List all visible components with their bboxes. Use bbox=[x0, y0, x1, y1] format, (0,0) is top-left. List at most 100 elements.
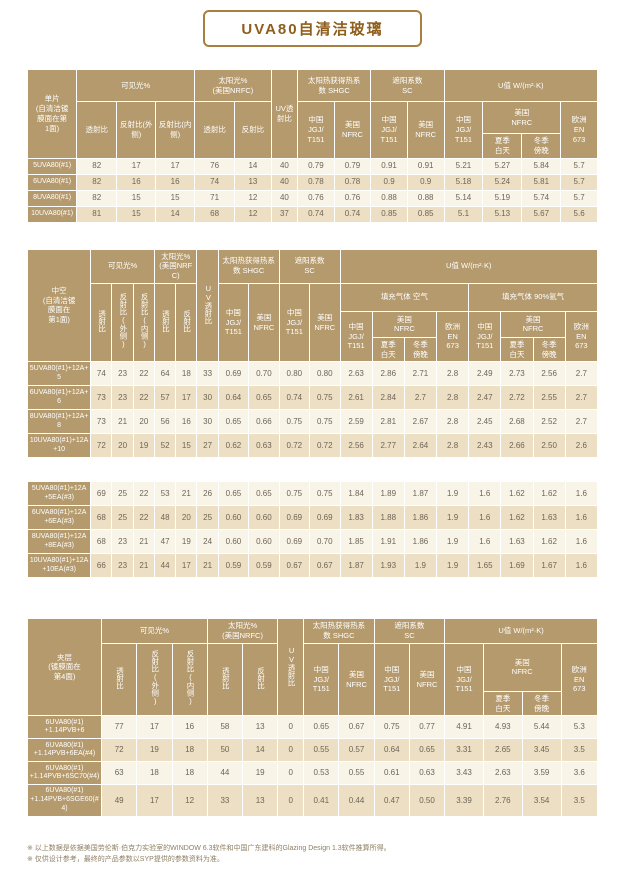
data-cell: 0.79 bbox=[297, 157, 335, 175]
table-body: 6UVA80(#1) +1.14PVB+6 77 17 16 58 13 0 0.65 0.67… bbox=[26, 715, 598, 817]
column-group-header: 太阳光% (美国NRFC) bbox=[206, 618, 279, 644]
data-cell: 13 bbox=[234, 173, 272, 191]
data-cell: 2.47 bbox=[468, 385, 502, 411]
data-cell: 13 bbox=[242, 715, 279, 740]
data-cell: 0.75 bbox=[278, 409, 311, 435]
data-cell: 15 bbox=[116, 189, 157, 207]
data-cell: 17 bbox=[136, 715, 173, 740]
data-cell: 0.91 bbox=[370, 157, 408, 175]
column-group-header: 遮阳系数 SC bbox=[370, 69, 445, 102]
data-cell: 12 bbox=[234, 189, 272, 207]
data-cell: 0.50 bbox=[408, 784, 446, 817]
data-cell: 2.56 bbox=[339, 433, 373, 459]
data-cell: 1.84 bbox=[339, 481, 373, 507]
data-cell: 15 bbox=[175, 433, 198, 459]
data-cell: 0.74 bbox=[333, 205, 372, 223]
data-cell: 3.6 bbox=[560, 761, 598, 786]
table-row: 6UVA80(#1) +1.14PVB+6 77 17 16 58 13 0 0.65 0.67… bbox=[26, 715, 598, 740]
data-cell: 3.31 bbox=[444, 738, 484, 763]
data-cell: 72 bbox=[90, 433, 113, 459]
column-header: 中国 JGJ/ T151 bbox=[217, 282, 250, 363]
data-cell: 30 bbox=[196, 385, 219, 411]
row-label: 5UVA80(#1)+12A +5EA(#3) bbox=[26, 481, 92, 507]
data-cell: 52 bbox=[153, 433, 177, 459]
data-cell: 5.3 bbox=[560, 715, 598, 740]
data-cell: 1.89 bbox=[371, 481, 405, 507]
data-cell: 21 bbox=[196, 553, 219, 579]
data-cell: 82 bbox=[76, 173, 118, 191]
data-cell: 68 bbox=[194, 205, 236, 223]
table-row: 10UVA80(#1)+12A +10EA(#3) 66 23 21 44 17 21 0.5… bbox=[26, 553, 599, 579]
data-cell: 2.6 bbox=[564, 433, 599, 459]
table-body-group-a: 5UVA80(#1)+12A+5 74 23 22 64 18 33 0.69 0.70 0.80… bbox=[26, 361, 599, 459]
data-cell: 0.60 bbox=[248, 505, 280, 531]
table-header: 夹层 (镀膜面在 第4面) 可见光% 太阳光% (美国NRFC) UV透射比 太… bbox=[26, 618, 598, 717]
data-cell: 77 bbox=[101, 715, 138, 740]
table-row: 6UVA80(#1)+12A +6EA(#3) 68 25 22 48 20 25 0.60 0… bbox=[26, 505, 599, 531]
data-cell: 0.69 bbox=[309, 505, 341, 531]
data-cell: 1.62 bbox=[532, 481, 566, 507]
data-cell: 1.6 bbox=[564, 553, 599, 579]
data-cell: 3.5 bbox=[560, 784, 598, 817]
data-cell: 0.67 bbox=[278, 553, 311, 579]
refl-in-label: 反射比(内侧) bbox=[185, 650, 195, 706]
column-header: 美国 NFRC bbox=[406, 101, 445, 159]
table-row: 6UVA80(#1) +1.14PVB+6EA(#4) 72 19 18 50 14 0 0.… bbox=[26, 738, 598, 763]
data-cell: 33 bbox=[196, 361, 219, 387]
data-cell: 5.67 bbox=[521, 205, 562, 223]
trans-label: 透射比 bbox=[97, 309, 107, 333]
data-cell: 1.6 bbox=[564, 481, 599, 507]
data-cell: 0.78 bbox=[297, 173, 335, 191]
data-cell: 2.63 bbox=[482, 761, 523, 786]
column-header: 透射比 bbox=[90, 282, 113, 363]
data-cell: 0.47 bbox=[373, 784, 410, 817]
column-header: 欧洲 EN 673 bbox=[560, 101, 598, 159]
data-cell: 71 bbox=[194, 189, 236, 207]
spacer-row bbox=[27, 457, 598, 482]
data-cell: 22 bbox=[132, 385, 155, 411]
table-row: 10UVA80(#1) 81 15 14 68 12 37 0.74 0.74 0.85 0.85 5… bbox=[26, 205, 598, 223]
data-cell: 50 bbox=[206, 738, 244, 763]
column-group-header: 美国 NFRC bbox=[371, 310, 438, 338]
column-group-header: 太阳热获得热系 数 SHGC bbox=[303, 618, 375, 644]
data-cell: 0.9 bbox=[406, 173, 445, 191]
data-cell: 0.61 bbox=[373, 761, 410, 786]
data-cell: 1.65 bbox=[468, 553, 502, 579]
data-cell: 1.63 bbox=[532, 505, 566, 531]
data-cell: 64 bbox=[153, 361, 177, 387]
data-cell: 37 bbox=[270, 205, 299, 223]
data-cell: 0.75 bbox=[309, 409, 341, 435]
data-cell: 2.7 bbox=[564, 361, 599, 387]
data-cell: 0.70 bbox=[248, 361, 280, 387]
column-header: 透射比 bbox=[194, 101, 236, 159]
data-cell: 3.43 bbox=[444, 761, 484, 786]
column-group-header: U值 W/(m²·K) bbox=[339, 248, 599, 284]
data-cell: 1.85 bbox=[339, 529, 373, 555]
row-label: 6UVA80(#1) +1.14PVB+6 bbox=[26, 715, 103, 740]
column-group-header: 美国 NFRC bbox=[482, 101, 562, 134]
data-cell: 2.7 bbox=[403, 385, 438, 411]
column-group-header: 美国 NFRC bbox=[482, 642, 562, 692]
data-cell: 1.9 bbox=[436, 529, 470, 555]
table-row: 8UVA80(#1)+12A +8EA(#3) 68 23 21 47 19 24 0.60 0… bbox=[26, 529, 599, 555]
data-cell: 1.62 bbox=[500, 505, 534, 531]
column-header: 欧洲 EN 673 bbox=[436, 310, 470, 363]
data-cell: 0.67 bbox=[338, 715, 375, 740]
data-cell: 1.9 bbox=[436, 481, 470, 507]
data-cell: 1.6 bbox=[468, 529, 502, 555]
footnote: ※ 以上数据是依据美国劳伦斯·伯克力实验室的WINDOW 6.3软件和中国广东建… bbox=[27, 844, 391, 852]
column-group-header: 太阳光% (美国NRFC) bbox=[194, 69, 272, 102]
column-group-header: 填充气体 空气 bbox=[339, 282, 470, 312]
row-label: 6UVA80(#1) +1.14PVB+6SC70(#4) bbox=[26, 761, 103, 786]
data-cell: 0.63 bbox=[248, 433, 280, 459]
row-label: 6UVA80(#1)+12A+6 bbox=[26, 385, 92, 411]
data-cell: 0.76 bbox=[333, 189, 372, 207]
data-cell: 0.65 bbox=[248, 385, 280, 411]
data-cell: 0.77 bbox=[408, 715, 446, 740]
data-cell: 4.93 bbox=[482, 715, 523, 740]
data-cell: 2.65 bbox=[482, 738, 523, 763]
data-cell: 0.57 bbox=[338, 738, 375, 763]
column-group-header: 填充气体 90%氩气 bbox=[468, 282, 598, 312]
column-group-header: 可见光% bbox=[101, 618, 208, 644]
data-cell: 5.19 bbox=[482, 189, 523, 207]
